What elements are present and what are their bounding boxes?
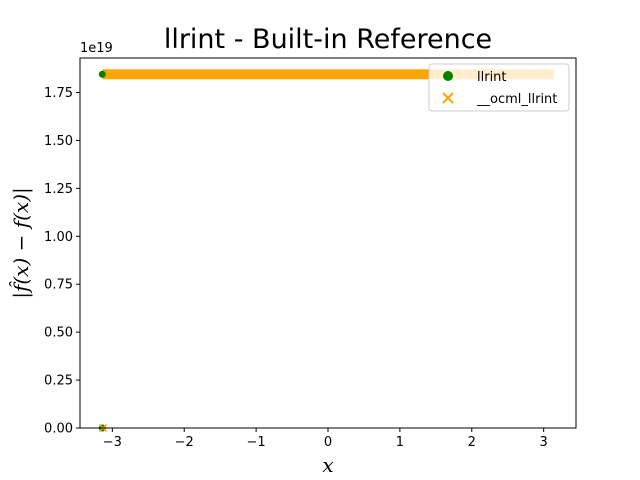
y-tick-label: 1.50 — [44, 134, 73, 149]
x-tick-label: −3 — [103, 435, 122, 450]
x-tick-label: −1 — [247, 435, 266, 450]
legend-label-ocml-llrint: __ocml_llrint — [476, 92, 557, 107]
y-tick-label: 0.50 — [44, 326, 73, 341]
ocml-llrint-marker-band — [102, 69, 554, 80]
y-offset-label: 1e19 — [80, 41, 113, 56]
x-axis-ticks: −3 −2 −1 0 1 2 3 — [103, 428, 548, 450]
x-tick-label: 2 — [468, 435, 476, 450]
y-tick-label: 0.00 — [44, 422, 73, 437]
x-tick-label: 1 — [396, 435, 404, 450]
x-tick-label: 0 — [324, 435, 332, 450]
y-tick-label: 1.00 — [44, 230, 73, 245]
chart-title: llrint - Built-in Reference — [164, 24, 492, 55]
legend-box — [428, 63, 570, 112]
x-tick-label: 3 — [540, 435, 548, 450]
y-axis-label: |f̂(x) − f(x)| — [9, 187, 34, 299]
legend-label-llrint: llrint — [477, 70, 507, 85]
y-tick-label: 1.75 — [44, 86, 73, 101]
legend: llrint __ocml_llrint — [428, 63, 570, 112]
y-tick-label: 0.75 — [44, 278, 73, 293]
axes-frame — [79, 57, 577, 429]
llrint-point — [98, 70, 106, 78]
plot-area — [98, 69, 554, 433]
y-axis-ticks: 0.00 0.25 0.50 0.75 1.00 1.25 1.50 1.75 — [44, 86, 80, 437]
y-tick-label: 1.25 — [44, 182, 73, 197]
y-tick-label: 0.25 — [44, 374, 73, 389]
legend-marker-llrint — [443, 71, 453, 81]
legend-marker-ocml-llrint — [442, 92, 454, 104]
x-axis-label: x — [322, 453, 333, 477]
x-tick-label: −2 — [175, 435, 194, 450]
